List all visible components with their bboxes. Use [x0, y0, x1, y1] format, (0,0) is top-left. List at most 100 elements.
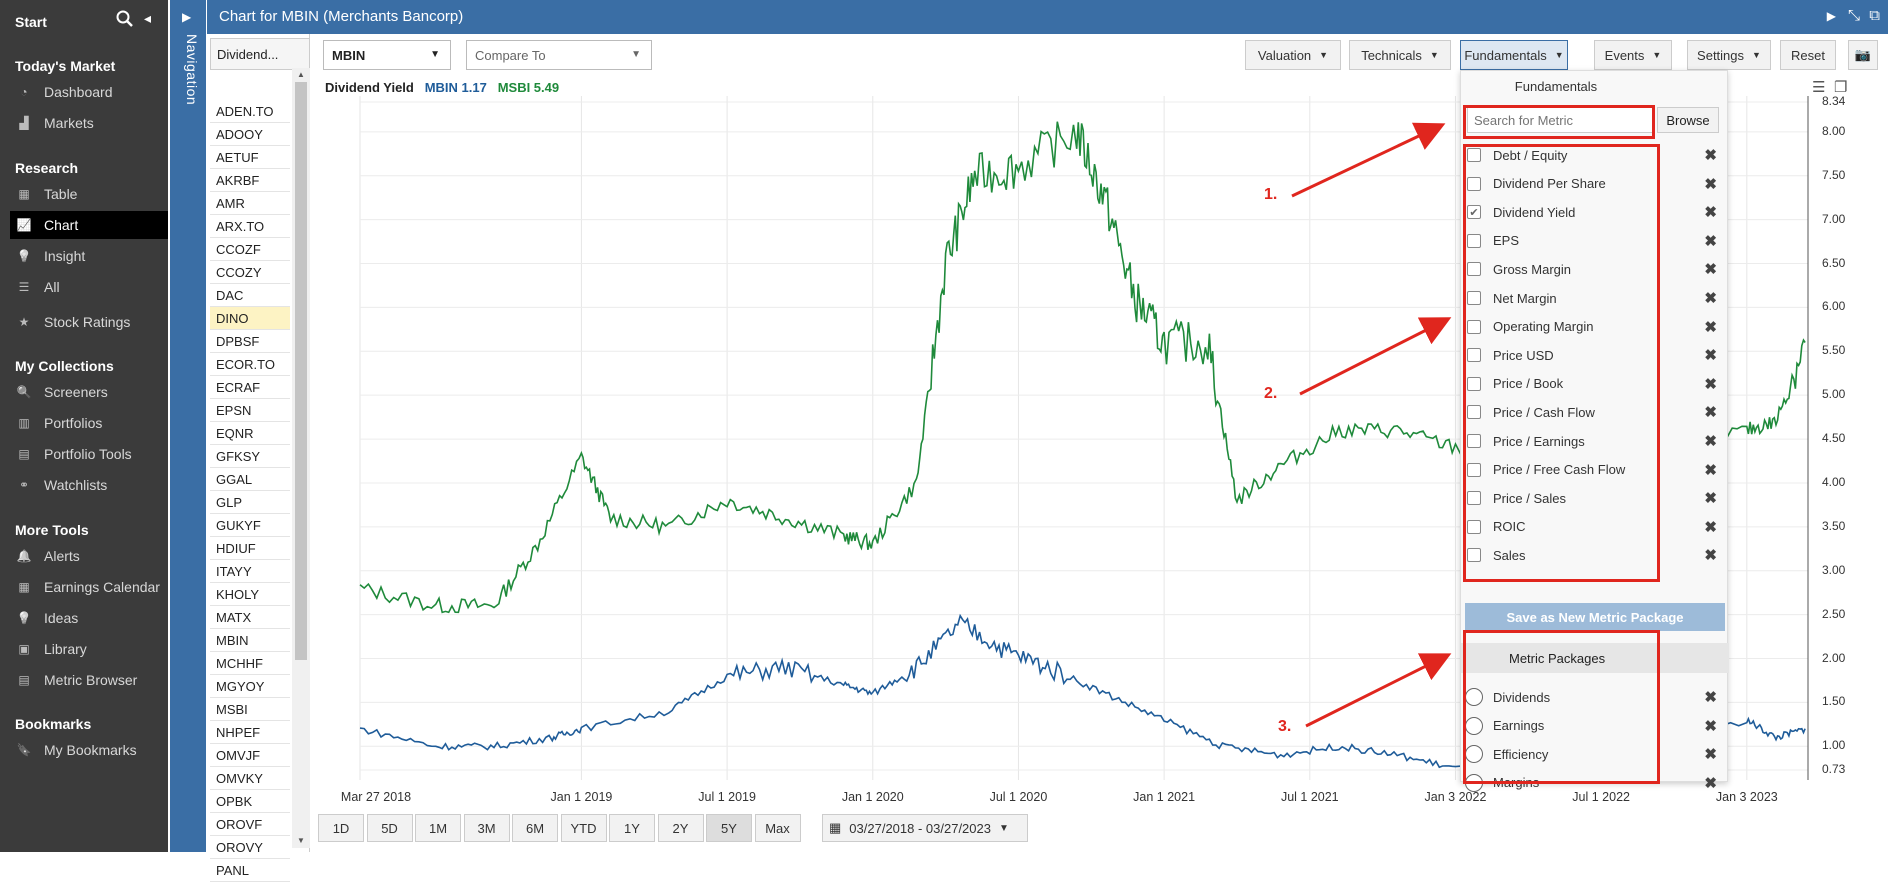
sidebar-item-ideas[interactable]: 💡 Ideas [10, 604, 168, 632]
reset-button[interactable]: Reset [1780, 40, 1836, 70]
remove-metric-icon[interactable]: ✖ [1704, 490, 1717, 508]
sidebar-item-stock-ratings[interactable]: ★ Stock Ratings [10, 308, 168, 336]
collapse-sidebar-icon[interactable]: ◂ [144, 10, 152, 26]
ticker-list-header[interactable]: Dividend... [210, 38, 310, 70]
metric-checkbox[interactable] [1467, 233, 1481, 248]
technicals-button[interactable]: Technicals ▼ [1349, 40, 1451, 70]
remove-metric-icon[interactable]: ✖ [1704, 547, 1717, 565]
metric-row[interactable]: Gross Margin ✖ [1461, 255, 1729, 283]
metric-checkbox[interactable] [1467, 434, 1481, 448]
ticker-item[interactable]: AMR [210, 192, 290, 215]
events-button[interactable]: Events ▼ [1594, 40, 1672, 70]
ticker-item[interactable]: MSBI [210, 698, 290, 721]
remove-metric-icon[interactable]: ✖ [1704, 175, 1717, 193]
save-metric-package-button[interactable]: Save as New Metric Package [1465, 603, 1725, 631]
remove-metric-icon[interactable]: ✖ [1704, 261, 1717, 279]
remove-metric-icon[interactable]: ✖ [1704, 318, 1717, 336]
ticker-item[interactable]: GFKSY [210, 445, 290, 468]
compare-to-select[interactable]: Compare To ▼ [466, 40, 652, 70]
scroll-thumb[interactable] [295, 82, 307, 660]
range-button-6m[interactable]: 6M [512, 814, 558, 842]
range-button-3m[interactable]: 3M [463, 814, 510, 842]
remove-metric-icon[interactable]: ✖ [1704, 204, 1717, 222]
remove-package-icon[interactable]: ✖ [1704, 774, 1717, 792]
sidebar-item-insight[interactable]: 💡 Insight [10, 242, 168, 270]
ticker-item[interactable]: KHOLY [210, 583, 290, 606]
scroll-down-icon[interactable]: ▼ [297, 836, 305, 845]
ticker-item[interactable]: DAC [210, 284, 290, 307]
sidebar-item-metric-browser[interactable]: ▤ Metric Browser [10, 666, 168, 694]
metric-row[interactable]: Price / Free Cash Flow ✖ [1461, 456, 1729, 484]
range-button-5y[interactable]: 5Y [706, 814, 752, 842]
ticker-item[interactable]: OMVKY [210, 767, 290, 790]
ticker-item[interactable]: OPBK [210, 790, 290, 813]
metric-package-row[interactable]: Dividends ✖ [1461, 683, 1729, 711]
ticker-item[interactable]: AKRBF [210, 169, 290, 192]
metric-checkbox[interactable] [1467, 548, 1481, 563]
metric-row[interactable]: Price / Book ✖ [1461, 370, 1729, 398]
layers-icon[interactable]: ❐ [1834, 79, 1848, 96]
ticker-item[interactable]: GGAL [210, 468, 290, 491]
remove-package-icon[interactable]: ✖ [1704, 689, 1717, 706]
remove-metric-icon[interactable]: ✖ [1704, 433, 1717, 450]
sidebar-item-library[interactable]: ▣ Library [10, 635, 168, 663]
play-icon[interactable]: ▶ [1826, 9, 1836, 23]
metric-checkbox[interactable] [1467, 376, 1481, 391]
ticker-item[interactable]: AETUF [210, 146, 290, 169]
metric-package-row[interactable]: Earnings ✖ [1461, 712, 1729, 740]
ticker-item[interactable]: EPSN [210, 399, 290, 422]
ticker-item[interactable]: PANL [210, 859, 290, 882]
search-icon[interactable] [116, 10, 134, 33]
sidebar-item-portfolios[interactable]: ▥ Portfolios [10, 409, 168, 437]
metric-row[interactable]: Sales ✖ [1461, 541, 1729, 569]
remove-metric-icon[interactable]: ✖ [1704, 232, 1717, 250]
metric-checkbox[interactable] [1467, 491, 1481, 506]
metric-row[interactable]: Dividend Per Share ✖ [1461, 170, 1729, 198]
remove-metric-icon[interactable]: ✖ [1704, 375, 1717, 393]
ticker-item[interactable]: ADOOY [210, 123, 290, 146]
ticker-item[interactable]: ECOR.TO [210, 353, 290, 376]
metric-checkbox[interactable] [1467, 405, 1481, 420]
popout-icon[interactable]: ⧉ [1869, 7, 1880, 24]
ticker-item[interactable]: OROVY [210, 836, 290, 859]
remove-metric-icon[interactable]: ✖ [1704, 518, 1717, 536]
scroll-up-icon[interactable]: ▲ [297, 70, 305, 79]
remove-package-icon[interactable]: ✖ [1704, 717, 1717, 735]
sidebar-item-earnings-calendar[interactable]: ▦ Earnings Calendar [10, 573, 168, 601]
navigation-strip[interactable]: ▶ Navigation [170, 0, 206, 852]
ticker-item[interactable]: MATX [210, 606, 290, 629]
metric-row[interactable]: Price / Cash Flow ✖ [1461, 398, 1729, 426]
sidebar-item-watchlists[interactable]: ⚭ Watchlists [10, 471, 168, 499]
ticker-item[interactable]: GLP [210, 491, 290, 514]
remove-metric-icon[interactable]: ✖ [1704, 404, 1717, 422]
sidebar-item-my-bookmarks[interactable]: 🔖 My Bookmarks [10, 736, 168, 764]
ticker-item[interactable]: NHPEF [210, 721, 290, 744]
metric-row[interactable]: Price / Earnings ✖ [1461, 427, 1729, 455]
sidebar-item-portfolio-tools[interactable]: ▤ Portfolio Tools [10, 440, 168, 468]
range-button-max[interactable]: Max [754, 814, 801, 842]
ticker-item[interactable]: ARX.TO [210, 215, 290, 238]
metric-row[interactable]: Debt / Equity ✖ [1461, 141, 1729, 169]
ticker-scrollbar[interactable]: ▲ ▼ [292, 68, 310, 848]
ticker-item[interactable]: OMVJF [210, 744, 290, 767]
ticker-item[interactable]: MBIN [210, 629, 290, 652]
metric-checkbox[interactable] [1467, 348, 1481, 363]
metric-checkbox[interactable] [1467, 519, 1481, 534]
metric-row[interactable]: ROIC ✖ [1461, 513, 1729, 541]
valuation-button[interactable]: Valuation ▼ [1245, 40, 1341, 70]
collapse-icon[interactable]: ⤡ [1847, 7, 1860, 24]
browse-button[interactable]: Browse [1657, 107, 1719, 133]
range-button-2y[interactable]: 2Y [657, 814, 704, 842]
ticker-item[interactable]: ITAYY [210, 560, 290, 583]
sidebar-item-all[interactable]: ☰ All [10, 273, 168, 301]
metric-checkbox[interactable] [1467, 148, 1481, 162]
ticker-item[interactable]: EQNR [210, 422, 290, 445]
date-range-picker[interactable]: ▦ 03/27/2018 - 03/27/2023 ▼ [822, 814, 1028, 842]
ticker-item[interactable]: ADEN.TO [210, 100, 290, 123]
expand-arrow-icon[interactable]: ▶ [182, 10, 192, 24]
symbol-select[interactable]: MBIN ▼ [323, 40, 451, 70]
remove-package-icon[interactable]: ✖ [1704, 746, 1717, 764]
sidebar-item-chart[interactable]: 📈 Chart [10, 211, 168, 239]
metric-checkbox[interactable] [1467, 291, 1481, 305]
metric-checkbox[interactable] [1467, 319, 1481, 334]
